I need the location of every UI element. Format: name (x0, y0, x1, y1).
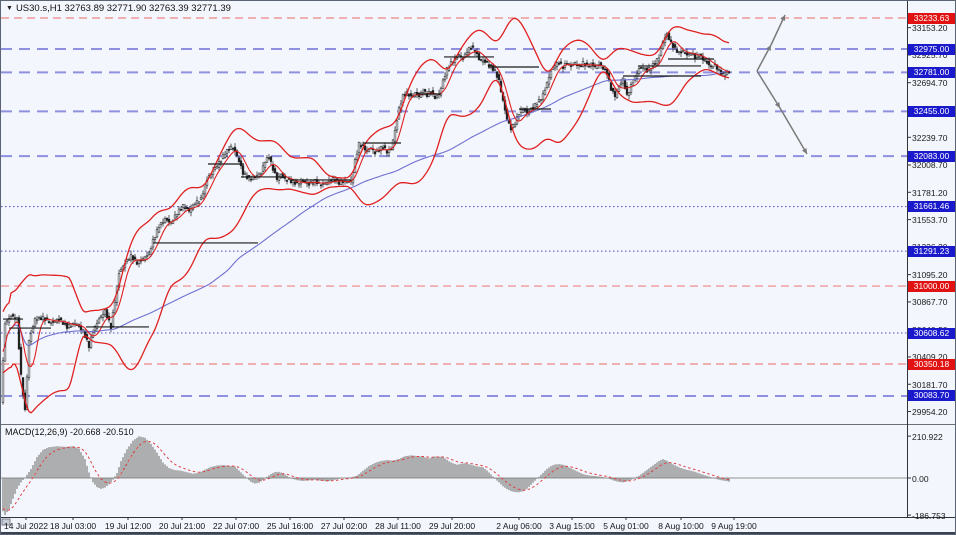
price-tick-label: 30409.20 (912, 352, 948, 363)
price-tick-label: 30181.70 (912, 379, 948, 390)
time-axis-label: 27 Jul 02:00 (320, 521, 368, 531)
price-level-badge: 30608.62 (908, 327, 955, 339)
level-lines (1, 17, 907, 397)
time-axis-label: 8 Aug 10:00 (658, 521, 704, 531)
price-level-badge: 31000.00 (908, 280, 955, 292)
band-lower-line (2, 68, 730, 414)
horizontal-segments (3, 56, 714, 329)
candles (1, 31, 731, 412)
price-tick-label: 29954.20 (912, 407, 948, 418)
price-tick-label: 32925.70 (912, 50, 948, 61)
macd-scale-label: 0.00 (912, 473, 929, 484)
price-level-badge: 30083.70 (908, 390, 955, 402)
slow-ma-line (2, 70, 730, 352)
symbol-dropdown-icon[interactable]: ▼ (6, 5, 13, 12)
price-level-badge: 31291.23 (908, 245, 955, 257)
trend-arrow-line[interactable] (770, 14, 786, 46)
price-tick-label: 31553.70 (912, 215, 948, 226)
price-pane-surface[interactable] (1, 1, 907, 424)
price-level-badge: 32975.00 (908, 43, 955, 55)
macd-scale-label: -186.753 (912, 510, 946, 521)
time-axis-label: 22 Jul 07:00 (212, 521, 260, 531)
fast-ma-line (2, 41, 730, 368)
trend-arrow-head (766, 45, 771, 51)
price-tick-label: 31781.20 (912, 187, 948, 198)
price-tick-label: 31095.20 (912, 270, 948, 281)
time-axis-label: 18 Jul 03:00 (49, 521, 97, 531)
price-level-badge: 31661.46 (908, 201, 955, 213)
macd-scale-label: 210.922 (912, 431, 943, 442)
price-tick-label: 30867.70 (912, 297, 948, 308)
macd-signal-line (2, 440, 730, 511)
time-axis-label: 9 Aug 19:00 (711, 521, 757, 531)
price-level-badge: 32083.00 (908, 150, 955, 162)
time-axis-label: 5 Aug 01:00 (603, 521, 649, 531)
trend-arrow-line[interactable] (779, 107, 808, 155)
price-level-badge: 30350.18 (908, 358, 955, 370)
projection-arrows (756, 14, 808, 155)
price-level-badge: 32455.00 (908, 105, 955, 117)
macd-pane (1, 436, 907, 515)
time-axis-label: 2 Aug 06:00 (496, 521, 542, 531)
chart-shift-marker[interactable] (1, 518, 11, 526)
time-axis-label: 14 Jul 2022 (4, 521, 48, 531)
time-axis-label: 19 Jul 12:00 (104, 521, 152, 531)
time-axis-label: 20 Jul 21:00 (158, 521, 206, 531)
price-tick-label: 32008.70 (912, 160, 948, 171)
trend-arrow-head (774, 102, 780, 108)
time-axis-label: 25 Jul 16:00 (266, 521, 314, 531)
price-tick-label: 32694.70 (912, 78, 948, 89)
trend-arrow-line[interactable] (756, 70, 781, 109)
price-tick-label: 32239.70 (912, 132, 948, 143)
macd-indicator-label: MACD(12,26,9) -20.668 -20.510 (5, 427, 134, 437)
time-axis-label: 28 Jul 11:00 (375, 521, 421, 531)
price-level-badge: 32781.00 (908, 66, 955, 78)
trend-arrow-head (802, 148, 807, 154)
window-bottom-strip (1, 532, 955, 534)
price-level-badge: 33233.63 (908, 12, 955, 24)
price-tick-label: 33153.20 (912, 23, 948, 34)
chart-title-text: US30.s,H1 32763.89 32771.90 32763.39 327… (15, 3, 231, 14)
chart-title: ▼ US30.s,H1 32763.89 32771.90 32763.39 32… (6, 3, 231, 14)
trend-arrow-head (780, 15, 786, 21)
time-axis-label: 3 Aug 15:00 (549, 521, 595, 531)
time-axis-label: 29 Jul 20:00 (428, 521, 476, 531)
